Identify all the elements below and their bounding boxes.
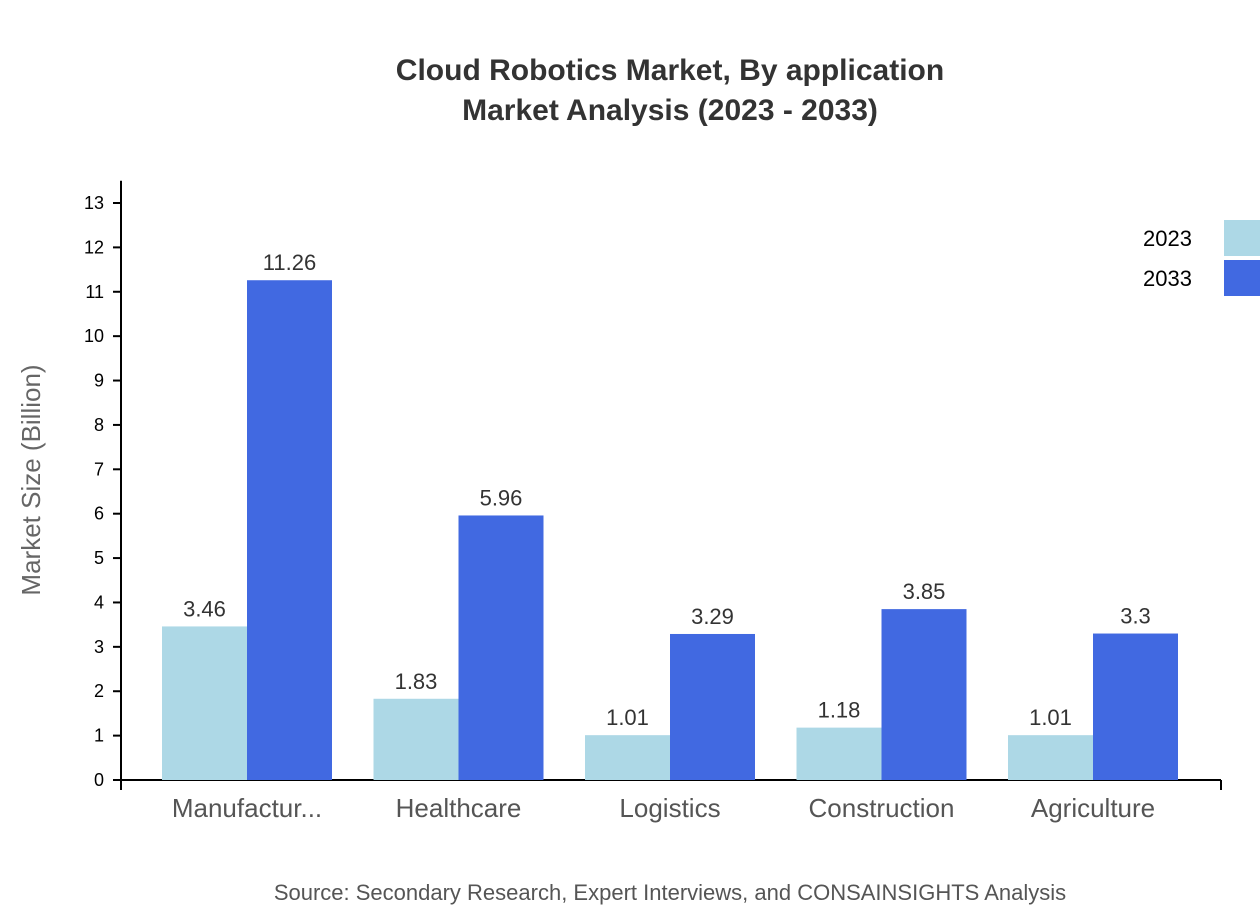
y-tick-label: 4 — [94, 592, 104, 612]
legend: 2023 2033 — [1143, 220, 1260, 296]
y-tick-label: 7 — [94, 459, 104, 479]
bar-2023 — [373, 698, 459, 780]
x-tick-label: Construction — [809, 793, 955, 823]
data-label: 1.01 — [606, 705, 649, 730]
bar-2023 — [1008, 735, 1093, 780]
bar-2023 — [162, 626, 247, 780]
data-label: 1.18 — [818, 698, 861, 723]
x-tick-label: Manufactur... — [172, 793, 322, 823]
x-tick-label: Agriculture — [1031, 793, 1155, 823]
source-note: Source: Secondary Research, Expert Inter… — [274, 880, 1066, 905]
y-tick-label: 12 — [84, 237, 104, 257]
bar-2033 — [1093, 633, 1178, 780]
chart-title: Cloud Robotics Market, By application — [396, 54, 944, 87]
legend-label: 2033 — [1143, 266, 1192, 291]
y-tick-label: 3 — [94, 637, 104, 657]
legend-swatch — [1224, 220, 1260, 256]
y-axis-label: Market Size (Billion) — [16, 364, 46, 595]
bar-2033 — [670, 633, 755, 780]
x-axis: Manufactur... Healthcare Logistics Construc… — [120, 779, 1222, 823]
bar-2033 — [881, 609, 967, 780]
y-tick-label: 10 — [84, 326, 104, 346]
data-label: 1.01 — [1029, 705, 1072, 730]
y-tick-label: 11 — [85, 282, 104, 302]
y-tick-label: 9 — [94, 371, 104, 391]
y-tick-label: 6 — [94, 504, 104, 524]
y-tick-label: 8 — [94, 415, 104, 435]
legend-swatch — [1224, 260, 1260, 296]
data-label: 3.85 — [903, 579, 946, 604]
y-tick-label: 5 — [94, 548, 104, 568]
bars: 3.46 11.26 1.83 5.96 1.01 3.29 1.18 3.85 1.01 3.3 — [162, 250, 1178, 780]
bar-2033 — [247, 280, 332, 780]
y-tick-label: 13 — [84, 193, 104, 213]
data-label: 5.96 — [480, 485, 523, 510]
chart-subtitle: Market Analysis (2023 - 2033) — [462, 94, 878, 127]
data-label: 11.26 — [263, 250, 316, 275]
y-tick-label: 2 — [94, 681, 104, 701]
legend-label: 2023 — [1143, 226, 1192, 251]
x-tick-label: Logistics — [619, 793, 720, 823]
y-tick-label: 1 — [94, 726, 104, 746]
bar-2033 — [458, 515, 544, 780]
data-label: 3.46 — [183, 596, 226, 621]
y-tick-label: 0 — [94, 770, 104, 790]
data-label: 3.29 — [691, 604, 734, 629]
bar-2023 — [796, 727, 882, 780]
bar-2023 — [585, 735, 670, 780]
data-label: 1.83 — [395, 669, 438, 694]
x-tick-label: Healthcare — [396, 793, 522, 823]
data-label: 3.3 — [1120, 604, 1151, 629]
